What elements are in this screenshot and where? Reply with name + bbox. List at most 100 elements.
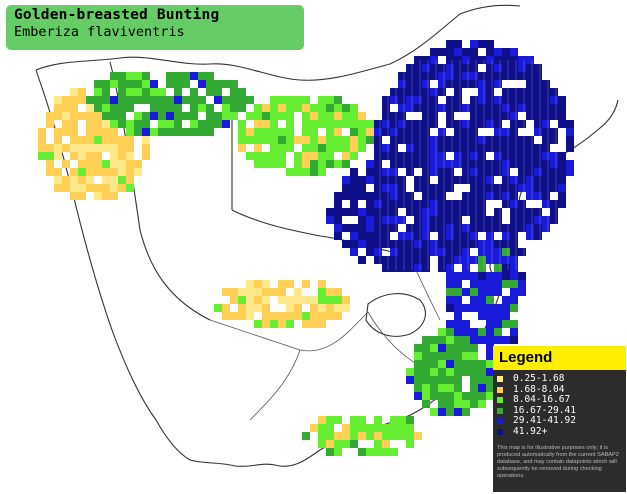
occurrence-cell <box>518 64 526 72</box>
occurrence-cell <box>478 160 486 168</box>
occurrence-cell <box>454 280 462 288</box>
occurrence-cell <box>462 80 470 88</box>
occurrence-cell <box>230 96 238 104</box>
occurrence-cell <box>246 304 254 312</box>
occurrence-cell <box>374 168 382 176</box>
occurrence-cell <box>422 392 430 400</box>
occurrence-cell <box>350 128 358 136</box>
occurrence-cell <box>438 136 446 144</box>
occurrence-cell <box>262 296 270 304</box>
occurrence-cell <box>542 144 550 152</box>
occurrence-cell <box>62 144 70 152</box>
occurrence-cell <box>302 280 310 288</box>
occurrence-cell <box>470 152 478 160</box>
occurrence-cell <box>382 176 390 184</box>
occurrence-cell <box>118 152 126 160</box>
occurrence-cell <box>326 296 334 304</box>
occurrence-cell <box>390 208 398 216</box>
occurrence-cell <box>134 72 142 80</box>
occurrence-cell <box>430 136 438 144</box>
occurrence-cell <box>470 72 478 80</box>
occurrence-cell <box>494 152 502 160</box>
occurrence-cell <box>518 160 526 168</box>
occurrence-cell <box>470 184 478 192</box>
occurrence-cell <box>462 392 470 400</box>
occurrence-cell <box>222 288 230 296</box>
occurrence-cell <box>462 352 470 360</box>
occurrence-cell <box>174 88 182 96</box>
occurrence-cell <box>542 168 550 176</box>
occurrence-cell <box>286 136 294 144</box>
occurrence-cell <box>374 160 382 168</box>
occurrence-cell <box>398 216 406 224</box>
occurrence-cell <box>502 152 510 160</box>
occurrence-cell <box>398 264 406 272</box>
occurrence-cell <box>374 128 382 136</box>
occurrence-cell <box>438 176 446 184</box>
occurrence-cell <box>454 392 462 400</box>
occurrence-cell <box>94 112 102 120</box>
occurrence-cell <box>414 88 422 96</box>
occurrence-cell <box>502 256 510 264</box>
occurrence-cell <box>62 96 70 104</box>
occurrence-cell <box>502 280 510 288</box>
occurrence-cell <box>374 152 382 160</box>
occurrence-cell <box>94 104 102 112</box>
occurrence-cell <box>118 80 126 88</box>
occurrence-cell <box>342 144 350 152</box>
occurrence-cell <box>286 296 294 304</box>
occurrence-cell <box>454 88 462 96</box>
occurrence-cell <box>422 112 430 120</box>
occurrence-cell <box>446 336 454 344</box>
occurrence-cell <box>438 408 446 416</box>
occurrence-cell <box>358 120 366 128</box>
occurrence-cell <box>206 128 214 136</box>
occurrence-cell <box>430 208 438 216</box>
occurrence-cell <box>454 80 462 88</box>
occurrence-cell <box>350 168 358 176</box>
occurrence-cell <box>382 184 390 192</box>
occurrence-cell <box>350 192 358 200</box>
occurrence-cell <box>430 392 438 400</box>
occurrence-cell <box>350 248 358 256</box>
occurrence-cell <box>422 160 430 168</box>
occurrence-cell <box>358 192 366 200</box>
occurrence-cell <box>366 136 374 144</box>
occurrence-cell <box>238 88 246 96</box>
occurrence-cell <box>294 104 302 112</box>
occurrence-cell <box>414 360 422 368</box>
occurrence-cell <box>142 152 150 160</box>
occurrence-cell <box>526 160 534 168</box>
occurrence-cell <box>430 192 438 200</box>
occurrence-cell <box>406 128 414 136</box>
occurrence-cell <box>470 336 478 344</box>
occurrence-cell <box>454 200 462 208</box>
occurrence-cell <box>382 144 390 152</box>
occurrence-cell <box>406 96 414 104</box>
occurrence-cell <box>374 232 382 240</box>
occurrence-cell <box>358 208 366 216</box>
occurrence-cell <box>390 168 398 176</box>
occurrence-cell <box>422 368 430 376</box>
occurrence-cell <box>318 288 326 296</box>
occurrence-cell <box>526 56 534 64</box>
occurrence-cell <box>534 72 542 80</box>
occurrence-cell <box>526 168 534 176</box>
occurrence-cell <box>254 296 262 304</box>
occurrence-cell <box>486 120 494 128</box>
occurrence-cell <box>318 152 326 160</box>
occurrence-cell <box>78 160 86 168</box>
occurrence-cell <box>390 160 398 168</box>
occurrence-cell <box>398 152 406 160</box>
occurrence-cell <box>366 432 374 440</box>
occurrence-cell <box>502 72 510 80</box>
occurrence-cell <box>486 160 494 168</box>
occurrence-cell <box>310 424 318 432</box>
occurrence-cell <box>478 72 486 80</box>
occurrence-cell <box>486 392 494 400</box>
occurrence-cell <box>422 192 430 200</box>
occurrence-cell <box>510 128 518 136</box>
occurrence-cell <box>446 248 454 256</box>
occurrence-cell <box>398 96 406 104</box>
occurrence-cell <box>422 184 430 192</box>
